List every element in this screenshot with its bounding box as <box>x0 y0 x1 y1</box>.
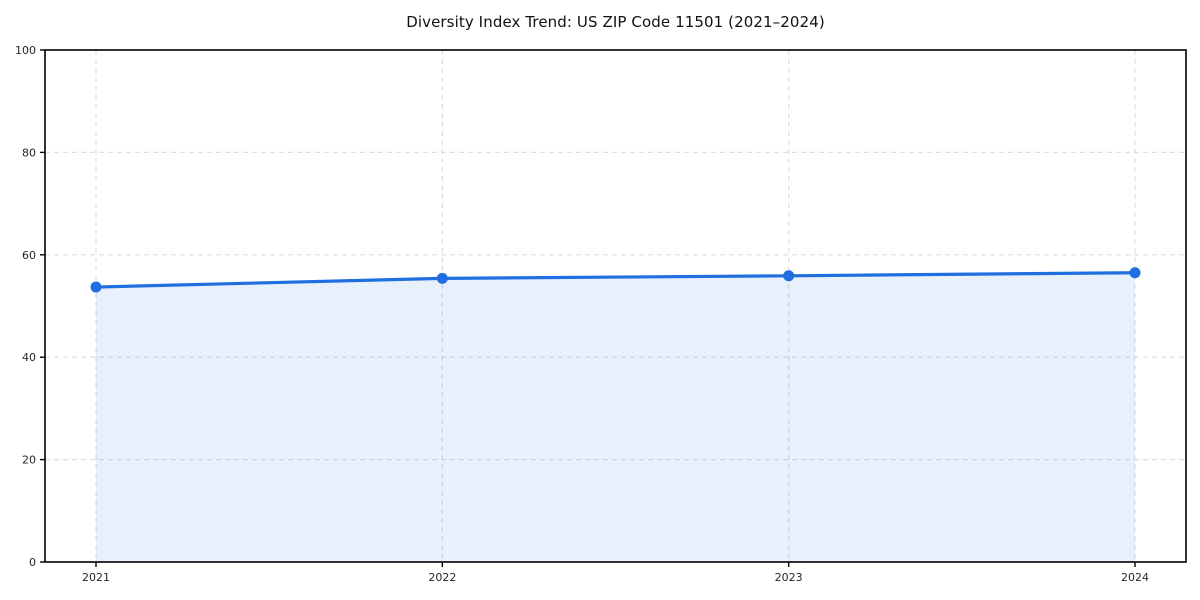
y-axis-tick-label: 60 <box>22 249 36 262</box>
y-axis-tick-label: 0 <box>29 556 36 569</box>
data-point-marker[interactable] <box>1129 267 1141 279</box>
x-axis-tick-label: 2021 <box>82 571 110 584</box>
data-point-marker[interactable] <box>436 272 448 284</box>
plot-border <box>44 49 1187 563</box>
data-point-marker[interactable] <box>783 270 795 282</box>
x-axis: 2021 2022 2023 2024 <box>82 562 1149 584</box>
y-axis-tick-label: 40 <box>22 351 36 364</box>
y-axis-tick-label: 80 <box>22 146 36 159</box>
x-axis-tick-label: 2023 <box>775 571 803 584</box>
series-markers <box>90 267 1141 293</box>
chart-title: Diversity Index Trend: US ZIP Code 11501… <box>406 13 825 31</box>
data-point-marker[interactable] <box>90 281 102 293</box>
series-area-fill <box>96 272 1135 562</box>
series-line <box>94 271 1137 289</box>
y-axis-tick-label: 20 <box>22 454 36 467</box>
grid-lines <box>45 50 1186 562</box>
y-axis: 0 20 40 60 80 100 <box>15 44 45 569</box>
x-axis-tick-label: 2024 <box>1121 571 1149 584</box>
x-axis-tick-label: 2022 <box>428 571 456 584</box>
y-axis-tick-label: 100 <box>15 44 36 57</box>
